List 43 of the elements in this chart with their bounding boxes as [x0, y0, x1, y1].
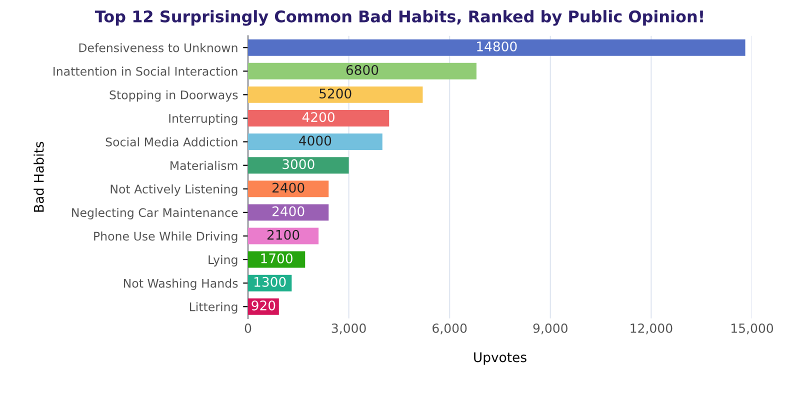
data-label: 3000 — [282, 159, 314, 170]
y-tick-label: Inattention in Social Interaction — [54, 66, 238, 76]
y-tick-label: Stopping in Doorways — [110, 90, 238, 102]
y-tick-label: Interrupting — [169, 114, 238, 126]
y-tick-label: Not Actively Listening — [110, 184, 238, 196]
bar — [248, 62, 476, 80]
bar — [248, 86, 423, 103]
bar — [248, 204, 329, 221]
data-label: 6800 — [346, 64, 378, 75]
bar — [248, 180, 329, 198]
x-axis-title: Upvotes — [474, 352, 526, 365]
data-label: 920 — [252, 300, 276, 310]
y-tick-label: Defensiveness to Unknown — [79, 43, 238, 52]
x-tick-label: 0 — [244, 323, 252, 333]
data-label: 2400 — [272, 206, 304, 216]
data-label: 4000 — [299, 136, 332, 146]
y-tick-label: Neglecting Car Maintenance — [72, 208, 238, 220]
data-label: 1300 — [254, 276, 286, 287]
x-tick-label: 6,000 — [432, 323, 467, 334]
bar — [248, 134, 382, 150]
bar — [248, 251, 306, 268]
y-tick-label: Lying — [208, 255, 238, 266]
data-label: 1700 — [261, 253, 292, 264]
bar — [248, 110, 390, 126]
y-tick-label: Phone Use While Driving — [94, 231, 238, 243]
y-tick-label: Social Media Addiction — [106, 137, 238, 146]
y-tick-label: Not Washing Hands — [124, 278, 238, 290]
data-label: 14800 — [477, 41, 517, 52]
y-tick-label: Littering — [190, 302, 238, 314]
data-label: 4200 — [302, 112, 334, 122]
x-tick-label: 15,000 — [732, 323, 774, 334]
data-label: 2400 — [272, 182, 304, 193]
y-tick-label: Materialism — [170, 160, 238, 170]
x-tick-label: 3,000 — [332, 323, 366, 334]
y-axis-title: Bad Habits — [34, 142, 44, 212]
data-label: 2100 — [267, 230, 300, 240]
bar — [248, 157, 349, 174]
data-label: 5200 — [320, 88, 352, 99]
chart-title: Top 12 Surprisingly Common Bad Habits, Ranked by Public Opinion! — [94, 10, 703, 26]
bar — [248, 39, 746, 56]
x-tick-label: 9,000 — [533, 323, 568, 334]
x-tick-label: 12,000 — [630, 323, 672, 334]
bar — [248, 228, 319, 244]
